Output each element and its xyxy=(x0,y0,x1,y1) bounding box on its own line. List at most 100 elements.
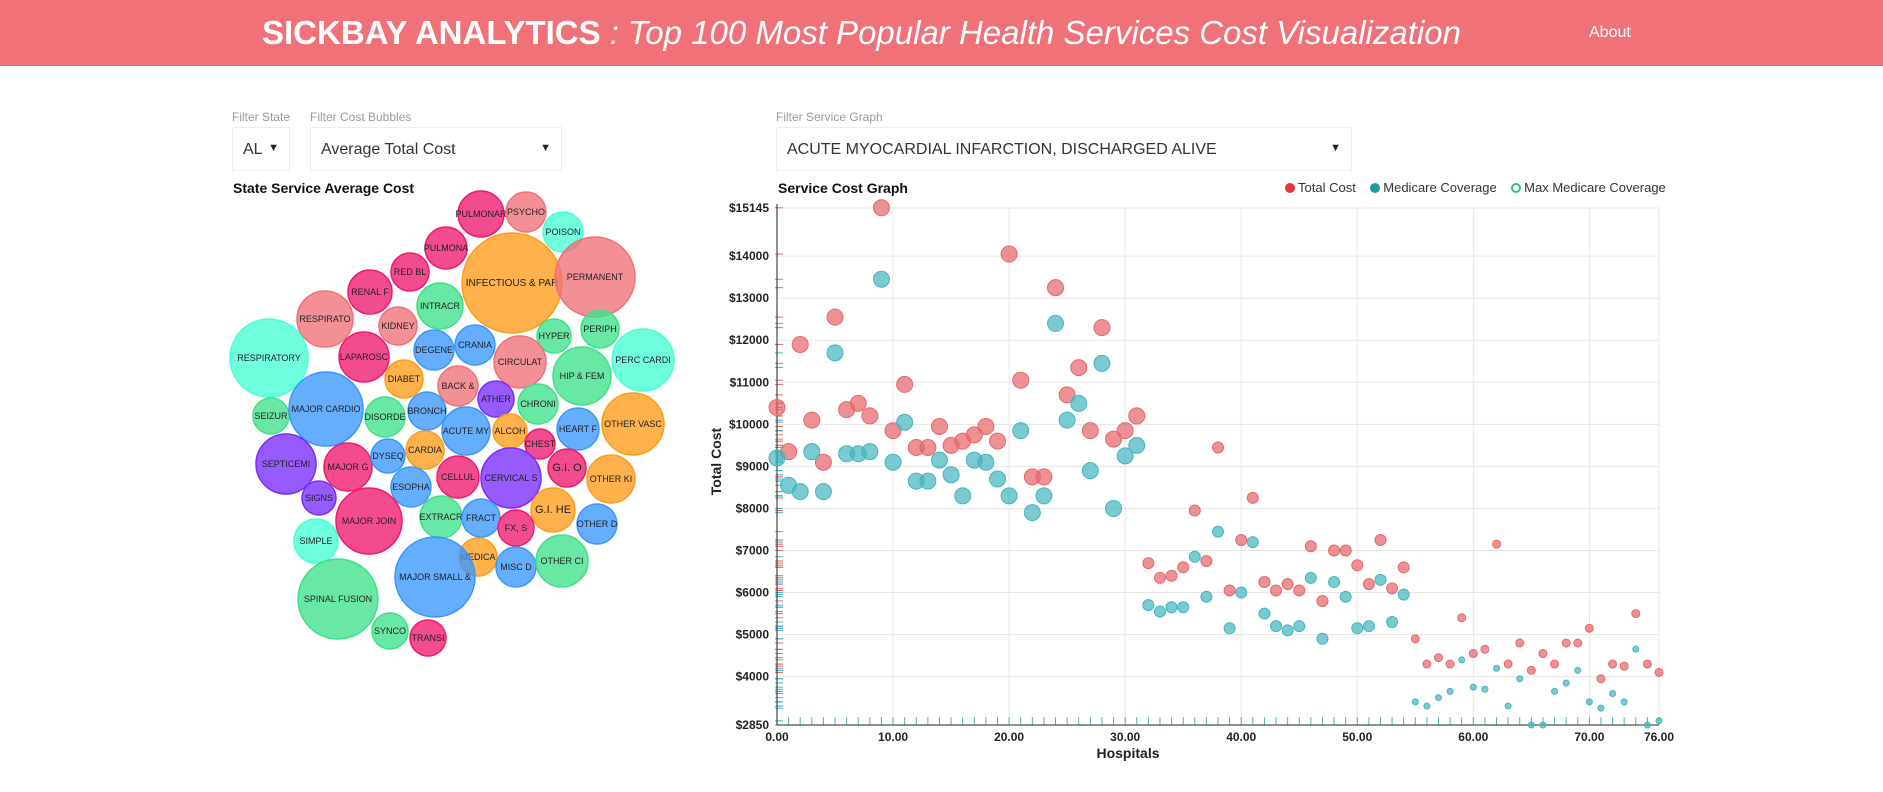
data-point[interactable] xyxy=(1293,584,1306,597)
bubble[interactable]: FX, S xyxy=(497,509,535,547)
data-point[interactable] xyxy=(1212,441,1224,454)
bubble[interactable]: HIP & FEM xyxy=(552,346,612,406)
bubble[interactable]: ACUTE MY xyxy=(441,406,491,456)
bubble-circle[interactable] xyxy=(480,447,542,509)
data-point[interactable] xyxy=(1351,622,1364,635)
data-point[interactable] xyxy=(1081,422,1099,440)
bubble-circle[interactable] xyxy=(407,391,447,431)
data-point[interactable] xyxy=(1642,659,1652,669)
data-point[interactable] xyxy=(1551,687,1559,695)
data-point[interactable] xyxy=(872,199,890,217)
data-point[interactable] xyxy=(1597,704,1605,712)
bubble[interactable]: SPINAL FUSION xyxy=(297,558,379,640)
bubble-circle[interactable] xyxy=(552,346,612,406)
data-point[interactable] xyxy=(1188,550,1201,563)
data-point[interactable] xyxy=(1293,620,1306,633)
data-point[interactable] xyxy=(1093,354,1111,372)
data-point[interactable] xyxy=(977,417,995,435)
bubble-circle[interactable] xyxy=(297,558,379,640)
data-point[interactable] xyxy=(1504,702,1512,710)
bubble[interactable]: ALCOH xyxy=(492,413,528,449)
bubble-circle[interactable] xyxy=(293,518,339,564)
bubble-circle[interactable] xyxy=(497,509,535,547)
bubble[interactable]: EXTRACR xyxy=(419,495,463,539)
bubble[interactable]: OTHER D xyxy=(576,503,618,545)
bubble-circle[interactable] xyxy=(413,329,455,371)
data-point[interactable] xyxy=(1469,683,1477,691)
cost-bubbles-select[interactable]: Average Total Cost ▼ xyxy=(310,127,562,171)
data-point[interactable] xyxy=(1142,599,1155,612)
bubble-circle[interactable] xyxy=(371,612,409,650)
data-point[interactable] xyxy=(1281,578,1294,591)
bubble[interactable]: OTHER VASC xyxy=(601,392,665,456)
data-point[interactable] xyxy=(977,453,995,471)
bubble[interactable]: SEIZUR xyxy=(252,397,290,435)
data-point[interactable] xyxy=(1270,620,1283,633)
bubble[interactable]: PERMANENT xyxy=(554,236,636,318)
data-point[interactable] xyxy=(1105,499,1123,517)
bubble[interactable]: PERC CARDI xyxy=(611,328,675,392)
bubble[interactable]: SIMPLE xyxy=(293,518,339,564)
data-point[interactable] xyxy=(919,472,937,490)
bubble[interactable]: MISC D xyxy=(495,546,537,588)
data-point[interactable] xyxy=(861,407,879,425)
data-point[interactable] xyxy=(989,432,1006,450)
data-point[interactable] xyxy=(1023,504,1041,522)
data-point[interactable] xyxy=(1619,661,1629,671)
bubble[interactable]: OTHER KI xyxy=(586,454,636,504)
bubble[interactable]: MAJOR SMALL & xyxy=(394,536,476,618)
data-point[interactable] xyxy=(884,422,902,440)
data-point[interactable] xyxy=(1527,721,1535,729)
data-point[interactable] xyxy=(791,483,809,501)
data-point[interactable] xyxy=(919,438,937,456)
bubble[interactable]: INTRACR xyxy=(416,282,464,330)
data-point[interactable] xyxy=(1304,571,1317,584)
data-point[interactable] xyxy=(989,470,1006,488)
data-point[interactable] xyxy=(826,308,844,326)
data-point[interactable] xyxy=(1445,659,1455,669)
data-point[interactable] xyxy=(1481,685,1489,693)
bubble[interactable]: SYNCO xyxy=(371,612,409,650)
bubble[interactable]: LAPAROSC xyxy=(338,331,390,383)
data-point[interactable] xyxy=(1386,615,1399,628)
data-point[interactable] xyxy=(1316,594,1329,607)
bubble-circle[interactable] xyxy=(409,619,447,657)
bubble[interactable]: KIDNEY xyxy=(378,306,418,346)
data-point[interactable] xyxy=(1374,533,1387,546)
data-point[interactable] xyxy=(1223,584,1236,597)
data-point[interactable] xyxy=(1200,555,1213,568)
bubble[interactable]: CERVICAL S xyxy=(480,447,542,509)
data-point[interactable] xyxy=(1584,623,1594,633)
bubble-circle[interactable] xyxy=(535,534,589,588)
data-point[interactable] xyxy=(814,453,832,471)
data-point[interactable] xyxy=(1573,638,1583,648)
data-point[interactable] xyxy=(1128,407,1146,425)
data-point[interactable] xyxy=(1142,557,1155,570)
bubble-circle[interactable] xyxy=(601,392,665,456)
data-point[interactable] xyxy=(1397,561,1410,574)
bubble[interactable]: G.I. HE xyxy=(530,487,576,533)
bubble-circle[interactable] xyxy=(370,438,406,474)
bubble[interactable]: INFECTIOUS & PAR xyxy=(461,232,563,334)
bubble[interactable]: PULMONA xyxy=(424,226,469,270)
data-point[interactable] xyxy=(1655,717,1663,725)
data-point[interactable] xyxy=(872,270,890,288)
data-point[interactable] xyxy=(1304,540,1317,553)
bubble[interactable]: ESOPHA xyxy=(390,466,432,508)
bubble[interactable]: RESPIRATO xyxy=(296,290,354,348)
data-point[interactable] xyxy=(1200,590,1213,603)
bubble-circle[interactable] xyxy=(477,380,515,418)
bubble[interactable]: CHRONI xyxy=(517,383,559,425)
bubble-circle[interactable] xyxy=(547,448,587,488)
data-point[interactable] xyxy=(1410,634,1420,644)
data-point[interactable] xyxy=(1468,649,1478,659)
bubble[interactable]: DYSEQ xyxy=(370,438,406,474)
data-point[interactable] xyxy=(954,487,972,505)
bubble-circle[interactable] xyxy=(580,309,620,349)
data-point[interactable] xyxy=(1035,487,1053,505)
data-point[interactable] xyxy=(1457,613,1467,623)
bubble[interactable]: PULMONAR xyxy=(455,190,507,238)
data-point[interactable] xyxy=(1116,422,1134,440)
bubble-circle[interactable] xyxy=(493,335,547,389)
bubble-circle[interactable] xyxy=(384,359,424,399)
